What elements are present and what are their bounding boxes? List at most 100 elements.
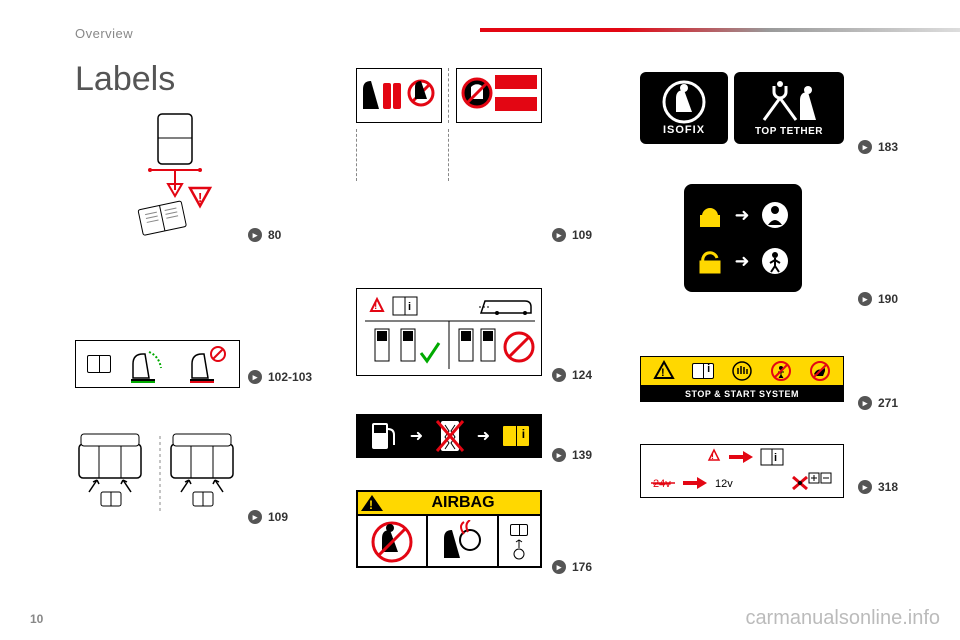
svg-text:!: ! <box>369 498 373 512</box>
arrow-icon: ➜ <box>734 205 749 226</box>
svg-text:!: ! <box>198 190 202 205</box>
page-ref-80: ▸ 80 <box>248 228 281 242</box>
label-jumpstart: ! i 24v 12v <box>640 444 844 498</box>
pageref-icon: ▸ <box>552 368 566 382</box>
page-ref-318: ▸ 318 <box>858 480 898 494</box>
svg-text:!: ! <box>661 367 665 379</box>
divider <box>448 68 450 123</box>
page-ref-124: ▸ 124 <box>552 368 592 382</box>
warning-triangle-icon: ! <box>358 492 386 514</box>
pageref-number: 318 <box>878 480 898 494</box>
toptether-text: TOP TETHER <box>755 126 823 137</box>
airbag-header: ! AIRBAG <box>358 492 540 516</box>
divider <box>356 129 442 181</box>
seat-pos-panel <box>456 68 542 123</box>
page-ref-102-103: ▸ 102-103 <box>248 370 312 384</box>
manual-icon <box>87 355 111 373</box>
van-instruments-icon: ! i <box>361 293 539 373</box>
label-airbag: ! AIRBAG <box>356 490 542 568</box>
stopstart-top-row: ! i <box>640 356 844 386</box>
manual-yellow-icon: i <box>502 425 530 447</box>
arrow-icon: ➜ <box>477 426 490 446</box>
page-heading: Labels <box>75 60 175 99</box>
page-ref-176: ▸ 176 <box>552 560 592 574</box>
jumpstart-24v-text: 24v <box>653 478 671 490</box>
pageref-icon: ▸ <box>248 228 262 242</box>
svg-text:!: ! <box>711 451 714 461</box>
child-icon <box>761 247 789 275</box>
lock-closed-icon <box>697 202 723 228</box>
arrow-icon: ➜ <box>734 251 749 272</box>
label-seat-positions <box>356 68 542 238</box>
label-seat-fold <box>75 340 240 388</box>
hand-icon <box>731 360 753 382</box>
airbag-manual-icon <box>499 516 540 568</box>
svg-text:!: ! <box>374 301 377 312</box>
page-ref-190: ▸ 190 <box>858 292 898 306</box>
page-ref-271: ▸ 271 <box>858 396 898 410</box>
isofix-icon <box>662 80 706 124</box>
isofix-text: ISOFIX <box>663 124 705 136</box>
stopstart-text: STOP & START SYSTEM <box>640 386 844 402</box>
pageref-icon: ▸ <box>858 396 872 410</box>
toptether-badge: TOP TETHER <box>734 72 844 144</box>
header-accent-bar <box>480 28 960 32</box>
pageref-number: 183 <box>878 140 898 154</box>
toptether-icon <box>754 80 824 126</box>
rear-seats-icon <box>75 430 245 525</box>
pageref-number: 80 <box>268 228 281 242</box>
divider <box>448 129 450 181</box>
pageref-icon: ▸ <box>552 560 566 574</box>
label-rear-seats <box>75 430 245 525</box>
isofix-badge: ISOFIX <box>640 72 728 144</box>
childlock-row: ➜ <box>692 201 794 229</box>
prohibit-person-icon <box>770 360 792 382</box>
pageref-icon: ▸ <box>552 448 566 462</box>
prohibit-animal-icon <box>809 360 831 382</box>
label-fuel-misfuel: ➜ ➜ i <box>356 414 542 458</box>
pageref-number: 176 <box>572 560 592 574</box>
page-ref-183: ▸ 183 <box>858 140 898 154</box>
pageref-number: 109 <box>572 228 592 242</box>
lock-open-icon <box>697 248 723 274</box>
adult-icon <box>761 201 789 229</box>
towing-warning-icon: ! <box>120 110 230 240</box>
pageref-number: 271 <box>878 396 898 410</box>
pageref-number: 102-103 <box>268 370 312 384</box>
seat-recline-wrong-icon <box>184 344 228 384</box>
airbag-text: AIRBAG <box>386 494 540 512</box>
section-title: Overview <box>75 26 133 41</box>
airbag-prohibit-childseat-icon <box>358 516 428 568</box>
fuel-pump-icon <box>368 419 398 453</box>
label-van-instruments: ! i <box>356 288 542 376</box>
jumpstart-12v-text: 12v <box>715 478 733 490</box>
watermark-text: carmanualsonline.info <box>745 607 940 630</box>
pageref-number: 109 <box>268 510 288 524</box>
airbag-deploy-icon <box>428 516 498 568</box>
label-child-lock: ➜ ➜ <box>684 184 802 292</box>
pageref-icon: ▸ <box>858 140 872 154</box>
page-ref-139: ▸ 139 <box>552 448 592 462</box>
childlock-row: ➜ <box>692 247 794 275</box>
arrow-icon: ➜ <box>410 426 423 446</box>
pageref-icon: ▸ <box>858 292 872 306</box>
pageref-number: 190 <box>878 292 898 306</box>
pageref-number: 124 <box>572 368 592 382</box>
svg-text:i: i <box>408 301 411 313</box>
pageref-number: 139 <box>572 448 592 462</box>
pageref-icon: ▸ <box>552 228 566 242</box>
manual-icon: i <box>692 363 714 379</box>
pageref-icon: ▸ <box>248 370 262 384</box>
page-number: 10 <box>30 612 43 626</box>
warning-triangle-icon: ! <box>653 360 675 382</box>
label-isofix-toptether: ISOFIX TOP TETHER <box>640 72 844 144</box>
page-ref-109-col1: ▸ 109 <box>248 510 288 524</box>
pageref-icon: ▸ <box>858 480 872 494</box>
page-ref-109-col2: ▸ 109 <box>552 228 592 242</box>
svg-text:i: i <box>774 452 777 464</box>
seat-recline-correct-icon <box>125 344 169 384</box>
pageref-icon: ▸ <box>248 510 262 524</box>
label-stopstart: ! i STOP & START SYSTEM <box>640 356 844 410</box>
label-towing-warning: ! <box>120 110 230 240</box>
misfuel-prohibit-icon <box>435 419 465 453</box>
